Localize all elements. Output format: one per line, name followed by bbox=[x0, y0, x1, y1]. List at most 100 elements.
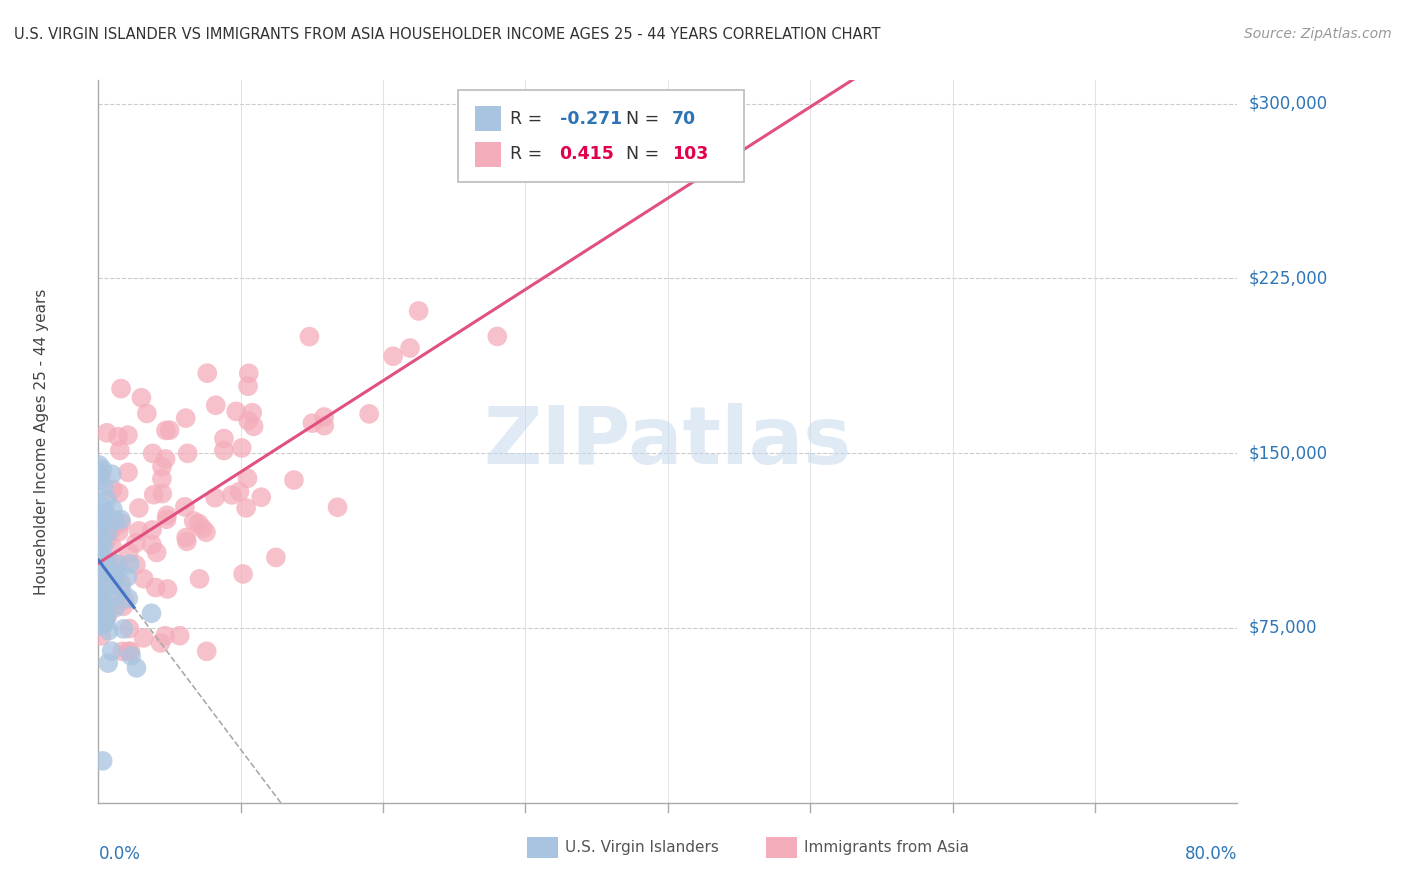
Text: 70: 70 bbox=[672, 110, 696, 128]
Point bbox=[90, 549, 112, 564]
Text: Source: ZipAtlas.com: Source: ZipAtlas.com bbox=[1244, 27, 1392, 41]
Point bbox=[110, 582, 132, 597]
Point bbox=[94, 613, 117, 627]
Point bbox=[174, 411, 197, 425]
Point bbox=[107, 486, 129, 500]
Point bbox=[114, 593, 136, 607]
Point bbox=[90, 499, 112, 513]
Text: Immigrants from Asia: Immigrants from Asia bbox=[804, 840, 969, 855]
Text: ZIPatlas: ZIPatlas bbox=[484, 402, 852, 481]
Point bbox=[101, 467, 124, 482]
Text: 0.415: 0.415 bbox=[560, 145, 614, 163]
Point bbox=[117, 644, 139, 658]
Point bbox=[91, 603, 114, 617]
Point bbox=[238, 414, 260, 428]
Point bbox=[142, 446, 165, 460]
Point bbox=[97, 624, 120, 638]
Text: $300,000: $300,000 bbox=[1249, 95, 1327, 112]
Point bbox=[264, 550, 287, 565]
Point bbox=[89, 541, 111, 555]
Point bbox=[94, 557, 117, 571]
Point bbox=[159, 423, 181, 437]
Point bbox=[89, 525, 111, 540]
Point bbox=[107, 566, 129, 581]
Point bbox=[250, 490, 273, 504]
Point bbox=[101, 483, 124, 497]
Point bbox=[204, 491, 226, 505]
Point bbox=[238, 366, 260, 380]
Point bbox=[112, 622, 135, 636]
Text: Householder Income Ages 25 - 44 years: Householder Income Ages 25 - 44 years bbox=[34, 288, 49, 595]
Point bbox=[212, 432, 235, 446]
Point bbox=[399, 341, 422, 355]
Point bbox=[94, 599, 117, 614]
Point bbox=[91, 462, 114, 476]
Point bbox=[132, 572, 155, 586]
Point bbox=[87, 596, 110, 610]
Point bbox=[96, 610, 118, 624]
Point bbox=[194, 525, 217, 540]
Point bbox=[100, 539, 122, 553]
Point bbox=[131, 391, 153, 405]
Point bbox=[94, 574, 117, 588]
Point bbox=[93, 509, 115, 524]
Point bbox=[301, 416, 323, 430]
Point bbox=[225, 404, 247, 418]
Point bbox=[359, 407, 381, 421]
Point bbox=[91, 597, 114, 611]
Text: N =: N = bbox=[626, 145, 665, 163]
Point bbox=[298, 329, 321, 343]
Point bbox=[155, 451, 177, 466]
Point bbox=[93, 611, 115, 625]
Point bbox=[486, 329, 509, 343]
Point bbox=[187, 516, 209, 531]
Point bbox=[117, 591, 139, 606]
Point bbox=[145, 545, 167, 559]
Text: $150,000: $150,000 bbox=[1249, 444, 1327, 462]
Point bbox=[87, 547, 110, 561]
Point bbox=[141, 523, 163, 537]
Point bbox=[145, 581, 167, 595]
Point bbox=[125, 661, 148, 675]
Point bbox=[314, 418, 336, 433]
Point bbox=[125, 536, 148, 550]
Point bbox=[96, 425, 118, 440]
Point bbox=[94, 578, 117, 592]
Text: R =: R = bbox=[510, 145, 548, 163]
Point bbox=[314, 409, 336, 424]
Point bbox=[93, 617, 115, 632]
Point bbox=[96, 533, 118, 547]
Point bbox=[93, 568, 115, 582]
Point bbox=[110, 512, 132, 526]
Point bbox=[89, 521, 111, 535]
Point bbox=[104, 514, 127, 528]
Point bbox=[128, 524, 150, 538]
Point bbox=[118, 622, 141, 636]
Point bbox=[91, 535, 114, 549]
Point bbox=[173, 500, 195, 514]
Point bbox=[87, 533, 110, 547]
Point bbox=[94, 609, 117, 624]
Point bbox=[212, 443, 235, 458]
Point bbox=[188, 572, 211, 586]
Point bbox=[115, 570, 138, 584]
Point bbox=[382, 349, 405, 363]
Point bbox=[112, 599, 135, 614]
Point bbox=[169, 629, 191, 643]
Point bbox=[150, 486, 173, 500]
Point bbox=[183, 514, 205, 528]
Text: U.S. VIRGIN ISLANDER VS IMMIGRANTS FROM ASIA HOUSEHOLDER INCOME AGES 25 - 44 YEA: U.S. VIRGIN ISLANDER VS IMMIGRANTS FROM … bbox=[14, 27, 880, 42]
Point bbox=[150, 459, 173, 474]
Point bbox=[104, 557, 127, 571]
Point bbox=[141, 538, 163, 552]
Point bbox=[89, 596, 111, 610]
Point bbox=[93, 582, 115, 596]
Point bbox=[110, 382, 132, 396]
Point bbox=[100, 644, 122, 658]
Point bbox=[176, 534, 198, 549]
Point bbox=[110, 576, 132, 591]
Point bbox=[120, 648, 142, 663]
Point bbox=[242, 419, 264, 434]
Point bbox=[97, 599, 120, 613]
Point bbox=[100, 569, 122, 583]
